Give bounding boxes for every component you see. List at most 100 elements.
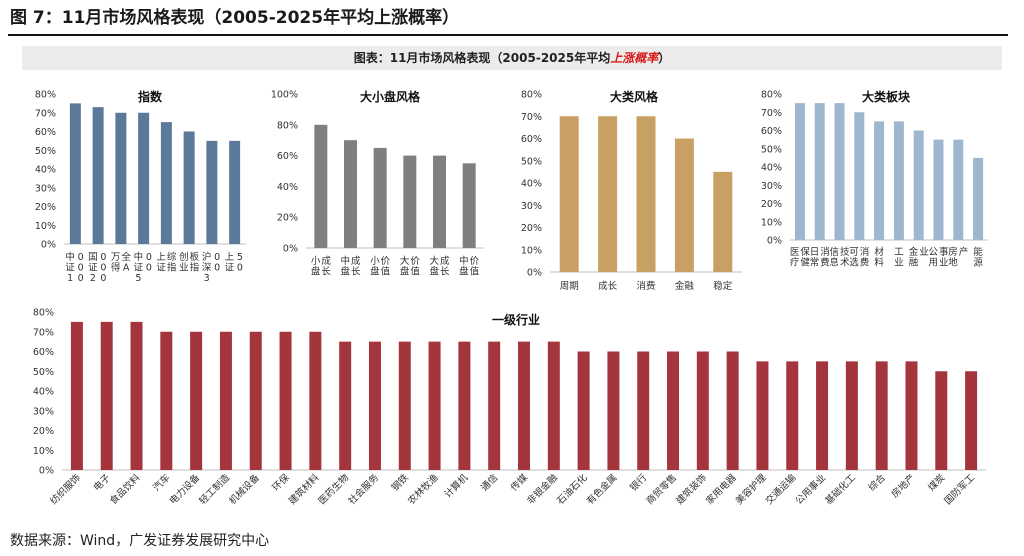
category-label-industry: 有色金属 <box>584 472 619 507</box>
category-label-industry: 计算机 <box>442 471 471 500</box>
bar-industry-14 <box>458 341 471 470</box>
bar-industry-27 <box>845 361 858 470</box>
y-tick-industry: 50% <box>33 367 54 378</box>
y-tick-size: 40% <box>277 182 298 193</box>
bar-sector-5 <box>874 121 885 240</box>
y-tick-size: 100% <box>271 90 298 101</box>
bar-index-3 <box>115 112 127 244</box>
bar-style-2 <box>598 116 618 272</box>
category-label-industry: 建筑材料 <box>286 471 322 507</box>
bar-industry-6 <box>219 331 232 470</box>
category-label-size: 小盘成长 <box>311 255 332 278</box>
bar-index-2 <box>92 107 104 244</box>
bar-index-8 <box>229 140 241 244</box>
category-label-industry: 传媒 <box>508 471 530 493</box>
category-label-sector: 信息技术 <box>829 246 850 269</box>
bar-industry-2 <box>100 321 113 470</box>
bar-index-5 <box>160 122 172 244</box>
y-tick-index: 70% <box>35 108 56 119</box>
y-tick-style: 0% <box>527 268 542 279</box>
y-tick-style: 70% <box>521 112 542 123</box>
category-label-industry: 石油石化 <box>554 471 590 507</box>
bar-industry-17 <box>547 341 560 470</box>
bar-industry-10 <box>339 341 352 470</box>
category-label-sector: 可选消费 <box>849 246 869 269</box>
category-label-index: 创业板指 <box>179 251 200 274</box>
chart-banner: 图表：11月市场风格表现（2005-2025年平均上涨概率） <box>22 46 1002 70</box>
category-label-industry: 美容护理 <box>733 471 769 507</box>
y-tick-sector: 50% <box>761 144 782 155</box>
bar-industry-1 <box>70 321 83 470</box>
y-tick-index: 50% <box>35 146 56 157</box>
figure-title: 图 7：11月市场风格表现（2005-2025年平均上涨概率） <box>10 8 460 28</box>
bar-style-4 <box>674 138 694 272</box>
y-tick-style: 60% <box>521 134 542 145</box>
category-label-industry: 轻工制造 <box>197 471 233 507</box>
bar-index-7 <box>206 140 218 244</box>
banner-highlight: 上涨概率 <box>610 51 659 65</box>
category-label-sector: 房地产 <box>948 246 968 269</box>
bar-sector-3 <box>834 103 845 240</box>
category-label-industry: 交通运输 <box>763 471 799 507</box>
category-label-industry: 国防军工 <box>942 471 978 507</box>
chart-title-index: 指数 <box>138 89 163 104</box>
category-label-sector: 材料 <box>874 246 884 269</box>
bar-industry-12 <box>398 341 411 470</box>
bar-sector-6 <box>893 121 904 240</box>
category-label-index: 上证综指 <box>156 251 177 274</box>
category-label-industry: 电力设备 <box>167 471 203 507</box>
bar-size-4 <box>403 155 417 248</box>
y-tick-sector: 60% <box>761 126 782 137</box>
bar-sector-7 <box>913 130 924 240</box>
bar-size-5 <box>433 155 446 248</box>
category-label-style: 消费 <box>636 280 655 292</box>
bar-industry-11 <box>368 341 381 470</box>
bar-sector-4 <box>854 112 865 240</box>
y-tick-sector: 20% <box>761 199 782 210</box>
bar-sector-10 <box>973 157 984 240</box>
bar-industry-9 <box>309 331 322 470</box>
bar-sector-8 <box>933 139 944 240</box>
bar-industry-5 <box>190 331 203 470</box>
bar-industry-13 <box>428 341 441 470</box>
y-tick-style: 50% <box>521 156 542 167</box>
chart-title-size: 大小盘风格 <box>360 89 421 104</box>
bar-index-1 <box>69 103 81 244</box>
category-label-size: 小盘价值 <box>370 256 391 278</box>
category-label-industry: 医药生物 <box>316 471 352 507</box>
y-tick-sector: 30% <box>761 181 782 192</box>
category-label-industry: 农林牧渔 <box>405 471 441 507</box>
bar-style-1 <box>559 116 579 272</box>
category-label-style: 稳定 <box>713 280 733 292</box>
bar-index-6 <box>183 131 195 244</box>
y-tick-size: 20% <box>277 213 298 224</box>
bar-industry-21 <box>667 351 680 470</box>
category-label-industry: 机械设备 <box>226 471 262 507</box>
bar-size-3 <box>373 147 387 248</box>
bar-style-3 <box>636 116 656 272</box>
category-label-size: 大盘成长 <box>429 255 450 278</box>
chart-title-style: 大类风格 <box>610 89 659 104</box>
bar-industry-4 <box>160 331 173 470</box>
category-label-industry: 社会服务 <box>346 471 382 507</box>
y-tick-industry: 0% <box>39 466 54 477</box>
category-label-industry: 环保 <box>270 471 292 493</box>
category-label-size: 中盘成长 <box>340 255 361 278</box>
y-tick-index: 40% <box>35 165 56 176</box>
y-tick-sector: 70% <box>761 108 782 119</box>
y-tick-size: 60% <box>277 151 298 162</box>
category-label-index: 沪深 30 0 <box>202 251 220 284</box>
category-label-industry: 汽车 <box>151 472 173 494</box>
y-tick-sector: 0% <box>767 236 782 247</box>
bar-index-4 <box>138 112 150 244</box>
category-label-industry: 煤炭 <box>925 471 947 493</box>
category-label-industry: 纺织服饰 <box>48 472 83 507</box>
bar-industry-26 <box>816 361 829 470</box>
category-label-industry: 建筑装饰 <box>674 472 709 507</box>
y-tick-style: 20% <box>521 223 542 234</box>
category-label-sector: 能源 <box>973 246 983 269</box>
bar-industry-24 <box>756 361 769 470</box>
y-tick-industry: 20% <box>33 426 54 437</box>
category-label-industry: 食品饮料 <box>107 471 143 507</box>
category-label-industry: 商贸零售 <box>644 472 679 507</box>
